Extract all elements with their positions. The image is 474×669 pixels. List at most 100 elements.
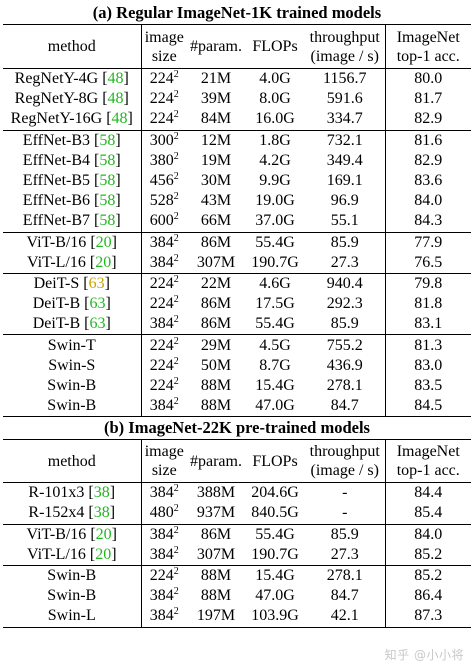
header-method: method xyxy=(3,440,142,484)
citation-ref: 48 xyxy=(107,70,124,88)
accuracy-cell: 81.7 xyxy=(414,90,443,108)
image-size-cell: 6002 xyxy=(141,211,187,233)
citation-ref: 58 xyxy=(99,172,116,190)
param-cell: 39M xyxy=(200,90,232,108)
accuracy-cell: 82.9 xyxy=(414,151,443,169)
image-size-cell: 3842 xyxy=(141,252,187,274)
method-cell: RegNetY-4G [48] xyxy=(3,68,142,90)
table-row: Swin-B 2242 88M 15.4G 278.1 83.5 xyxy=(3,375,471,396)
citation-ref: 20 xyxy=(95,253,112,271)
image-size-cell: 3002 xyxy=(141,130,187,151)
accuracy-cell: 84.3 xyxy=(385,211,471,233)
citation-ref: 20 xyxy=(95,545,112,563)
throughput-cell: 1156.7 xyxy=(305,68,386,90)
table-row: ViT-B/16 [20] 3842 86M 55.4G 85.9 84.0 xyxy=(3,524,471,545)
method-name: EffNet-B5 xyxy=(22,172,91,190)
accuracy-cell: 85.2 xyxy=(414,567,443,585)
header-accuracy: ImageNet top-1 acc. xyxy=(385,440,471,484)
method-cell: EffNet-B7 [58] xyxy=(3,211,142,233)
table-row: ViT-L/16 [20] 3842 307M 190.7G 27.3 76.5 xyxy=(3,252,471,274)
param-cell: 86M xyxy=(200,295,232,313)
method-cell: ViT-B/16 [20] xyxy=(3,232,142,253)
header-throughput-line2: (image / s) xyxy=(310,462,379,480)
image-size-value: 224 xyxy=(149,110,174,128)
citation-ref: 63 xyxy=(89,295,106,313)
image-size-cell: 3842 xyxy=(141,544,187,566)
image-size-cell: 3842 xyxy=(141,606,187,628)
image-size-cell: 3842 xyxy=(141,232,187,253)
image-size-value: 224 xyxy=(149,90,174,108)
size-exponent: 2 xyxy=(173,586,179,598)
citation-ref: 48 xyxy=(107,90,124,108)
throughput-cell: 27.3 xyxy=(305,544,386,566)
size-exponent: 2 xyxy=(173,232,179,244)
size-exponent: 2 xyxy=(173,375,179,387)
flops-cell: 9.9G xyxy=(259,172,291,190)
method-cell: RegNetY-16G [48] xyxy=(3,109,142,131)
throughput-cell: 755.2 xyxy=(305,334,386,356)
citation-ref: 58 xyxy=(99,212,116,230)
accuracy-cell: 86.4 xyxy=(414,587,443,605)
param-cell: 19M xyxy=(200,151,232,169)
table-row: EffNet-B6 [58] 5282 43M 19.0G 96.9 84.0 xyxy=(3,191,471,212)
image-size-value: 384 xyxy=(149,397,174,415)
header-image-size-line2: size xyxy=(151,462,177,480)
flops-cell: 8.0G xyxy=(259,90,291,108)
flops-cell: 1.8G xyxy=(259,131,291,149)
method-cell: Swin-B xyxy=(3,375,142,396)
param-cell: 88M xyxy=(200,587,232,605)
accuracy-cell: 76.5 xyxy=(385,252,471,274)
throughput-cell: 169.1 xyxy=(305,170,386,192)
accuracy-cell: 83.5 xyxy=(414,376,443,394)
method-name: ViT-L/16 xyxy=(26,253,86,271)
citation-ref: 48 xyxy=(111,110,128,128)
flops-cell: 47.0G xyxy=(245,396,305,418)
image-size-value: 384 xyxy=(149,545,174,563)
param-cell: 88M xyxy=(187,396,245,418)
flops-cell: 15.4G xyxy=(255,376,295,394)
flops-cell: 37.0G xyxy=(245,211,305,233)
accuracy-cell: 83.6 xyxy=(414,172,443,190)
size-exponent: 2 xyxy=(173,273,179,285)
image-size-cell: 2242 xyxy=(141,565,187,586)
image-size-value: 224 xyxy=(149,336,174,354)
method-cell: Swin-B xyxy=(3,396,142,418)
flops-cell: 55.4G xyxy=(245,314,305,336)
method-cell: ViT-B/16 [20] xyxy=(3,524,142,545)
throughput-cell: 42.1 xyxy=(305,606,386,628)
size-exponent: 2 xyxy=(173,294,179,306)
method-name: EffNet-B7 xyxy=(22,212,91,230)
image-size-cell: 4802 xyxy=(141,503,187,525)
method-cell: Swin-L xyxy=(3,606,142,628)
accuracy-cell: 79.8 xyxy=(414,274,443,292)
method-name: DeiT-B xyxy=(32,295,81,313)
param-cell: 88M xyxy=(200,567,232,585)
param-cell: 86M xyxy=(200,525,232,543)
param-cell: 307M xyxy=(187,544,245,566)
method-cell: Swin-B xyxy=(3,586,142,607)
accuracy-cell: 81.6 xyxy=(414,131,443,149)
throughput-cell: 84.7 xyxy=(305,396,386,418)
method-name: ViT-B/16 xyxy=(26,233,87,251)
method-name: EffNet-B4 xyxy=(22,151,91,169)
section-a-table: method image size #param. FLOPs throughpu… xyxy=(3,25,471,418)
section-a-body: RegNetY-4G [48] 2242 21M 4.0G 1156.7 80.0 RegN… xyxy=(3,68,471,418)
throughput-cell: 732.1 xyxy=(305,130,386,151)
header-param: #param. xyxy=(187,25,245,69)
method-name: EffNet-B6 xyxy=(22,192,91,210)
throughput-cell: 278.1 xyxy=(305,565,386,587)
header-image-size-line1: image xyxy=(144,443,184,461)
throughput-cell: 292.3 xyxy=(305,294,386,315)
image-size-cell: 2242 xyxy=(141,109,187,131)
method-cell: EffNet-B4 [58] xyxy=(3,150,142,171)
header-method: method xyxy=(3,25,142,69)
table-row: DeiT-S [63] 2242 22M 4.6G 940.4 79.8 xyxy=(3,273,471,295)
param-cell: 29M xyxy=(200,336,232,354)
throughput-cell: 55.1 xyxy=(305,211,386,233)
table-row: EffNet-B7 [58] 6002 66M 37.0G 55.1 84.3 xyxy=(3,211,471,233)
image-size-value: 224 xyxy=(149,295,174,313)
param-cell: 307M xyxy=(187,252,245,274)
throughput-cell: 85.9 xyxy=(305,524,386,545)
method-name: RegNetY-4G xyxy=(14,70,99,88)
accuracy-cell: 77.9 xyxy=(414,233,443,251)
